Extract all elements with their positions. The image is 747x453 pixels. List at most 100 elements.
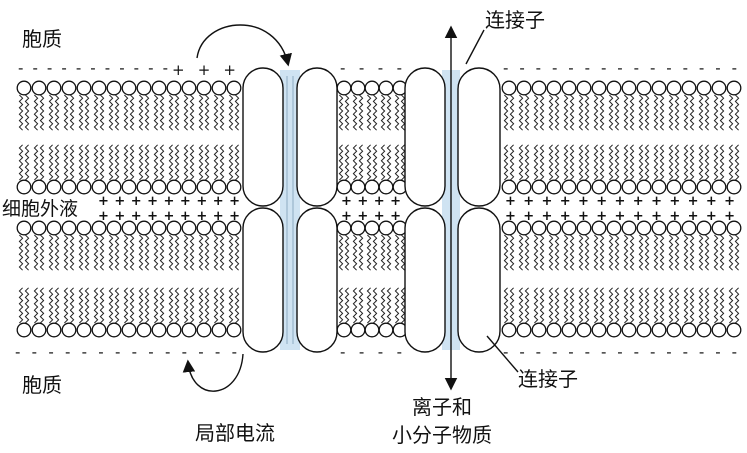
lipid-tail — [380, 94, 386, 131]
label-local-current: 局部电流 — [195, 421, 275, 445]
lipid-tail — [69, 234, 75, 271]
lipid-tail — [548, 144, 554, 181]
lipid-head — [166, 179, 182, 195]
lipid-tail — [704, 287, 710, 324]
lipid-head — [136, 80, 152, 96]
lipid-tail — [39, 94, 45, 131]
lipid-tail — [698, 94, 704, 131]
lipid-tail — [524, 234, 530, 271]
lipid-head — [561, 322, 577, 338]
lipid-tail — [366, 234, 372, 271]
charge-middle-right-row1: + + + + + + + + + + + + + — [505, 194, 735, 209]
lipid-tail — [653, 94, 659, 131]
lipid-tail — [54, 144, 60, 181]
charge-top-left-negative: - - - - - - - - - - - — [18, 59, 168, 77]
lipid-head — [501, 179, 517, 195]
lipid-tail — [674, 234, 680, 271]
lipid-tail — [644, 234, 650, 271]
lipid-tail — [698, 287, 704, 324]
lipid-head — [636, 80, 652, 96]
lipid-head — [651, 322, 667, 338]
lipid-tail — [344, 94, 350, 131]
lipid-head — [651, 80, 667, 96]
lipid-tail — [213, 234, 219, 271]
lipid-tail — [138, 144, 144, 181]
label-cytoplasm-bottom: 胞质 — [22, 373, 62, 397]
lipid-tail — [93, 94, 99, 131]
lipid-head — [621, 179, 637, 195]
lipid-head — [501, 220, 517, 236]
lipid-head — [350, 179, 366, 195]
lipid-tail — [518, 94, 524, 131]
lipid-tail — [189, 144, 195, 181]
lipid-head — [31, 322, 47, 338]
lipid-tail — [608, 144, 614, 181]
lipid-tail — [569, 94, 575, 131]
lipid-tail — [338, 94, 344, 131]
lipid-head — [364, 80, 380, 96]
lipid-tail — [344, 144, 350, 181]
lipid-tail — [644, 144, 650, 181]
lipid-tail — [653, 287, 659, 324]
lipid-head — [91, 80, 107, 96]
lipid-head — [591, 220, 607, 236]
lipid-bilayers — [16, 80, 742, 338]
lipid-head — [378, 80, 394, 96]
lipid-tail — [524, 287, 530, 324]
lipid-head — [211, 179, 227, 195]
lipid-tail — [24, 234, 30, 271]
lipid-tail — [153, 94, 159, 131]
lipid-head — [336, 80, 352, 96]
lipid-tail — [183, 144, 189, 181]
lipid-tail — [39, 144, 45, 181]
lipid-tail — [608, 287, 614, 324]
connexon-right — [404, 67, 501, 353]
lipid-tail — [78, 234, 84, 271]
lipid-head — [621, 322, 637, 338]
charge-middle-left-row2: + + + + + + + + + — [98, 209, 240, 224]
lipid-tail — [39, 234, 45, 271]
lipid-tail — [623, 287, 629, 324]
lipid-tail — [99, 287, 105, 324]
charge-bottom-middle-negative: - - - - — [340, 343, 402, 361]
lipid-tail — [503, 94, 509, 131]
lipid-tail — [653, 144, 659, 181]
connexon-subunit — [296, 67, 338, 207]
lipid-tail — [380, 144, 386, 181]
lipid-tail — [33, 94, 39, 131]
lipid-tail — [394, 234, 400, 271]
lipid-tail — [578, 287, 584, 324]
lipid-tail — [159, 94, 165, 131]
lipid-tail — [548, 234, 554, 271]
lipid-tail — [674, 94, 680, 131]
lipid-tail — [614, 234, 620, 271]
lipid-tail — [219, 234, 225, 271]
lipid-tail — [400, 287, 406, 324]
lipid-tail — [394, 287, 400, 324]
lipid-tail — [63, 287, 69, 324]
lipid-tail — [659, 144, 665, 181]
lipid-head — [166, 220, 182, 236]
lipid-head — [91, 220, 107, 236]
lipid-tail — [234, 144, 240, 181]
lipid-tail — [704, 94, 710, 131]
lipid-tail — [189, 287, 195, 324]
lipid-tail — [563, 94, 569, 131]
lipid-tail — [63, 94, 69, 131]
lipid-head — [336, 322, 352, 338]
lipid-tail — [108, 144, 114, 181]
lipid-tail — [33, 144, 39, 181]
lipid-head — [336, 179, 352, 195]
lipid-tail — [629, 287, 635, 324]
lipid-tail — [144, 234, 150, 271]
lipid-head — [46, 322, 62, 338]
lipid-tail — [689, 144, 695, 181]
lipid-head — [606, 220, 622, 236]
lipid-tail — [108, 234, 114, 271]
lipid-tail — [183, 287, 189, 324]
lipid-tail — [372, 144, 378, 181]
lipid-tail — [198, 287, 204, 324]
lipid-tail — [358, 287, 364, 324]
lipid-tail — [400, 144, 406, 181]
lipid-tail — [352, 234, 358, 271]
